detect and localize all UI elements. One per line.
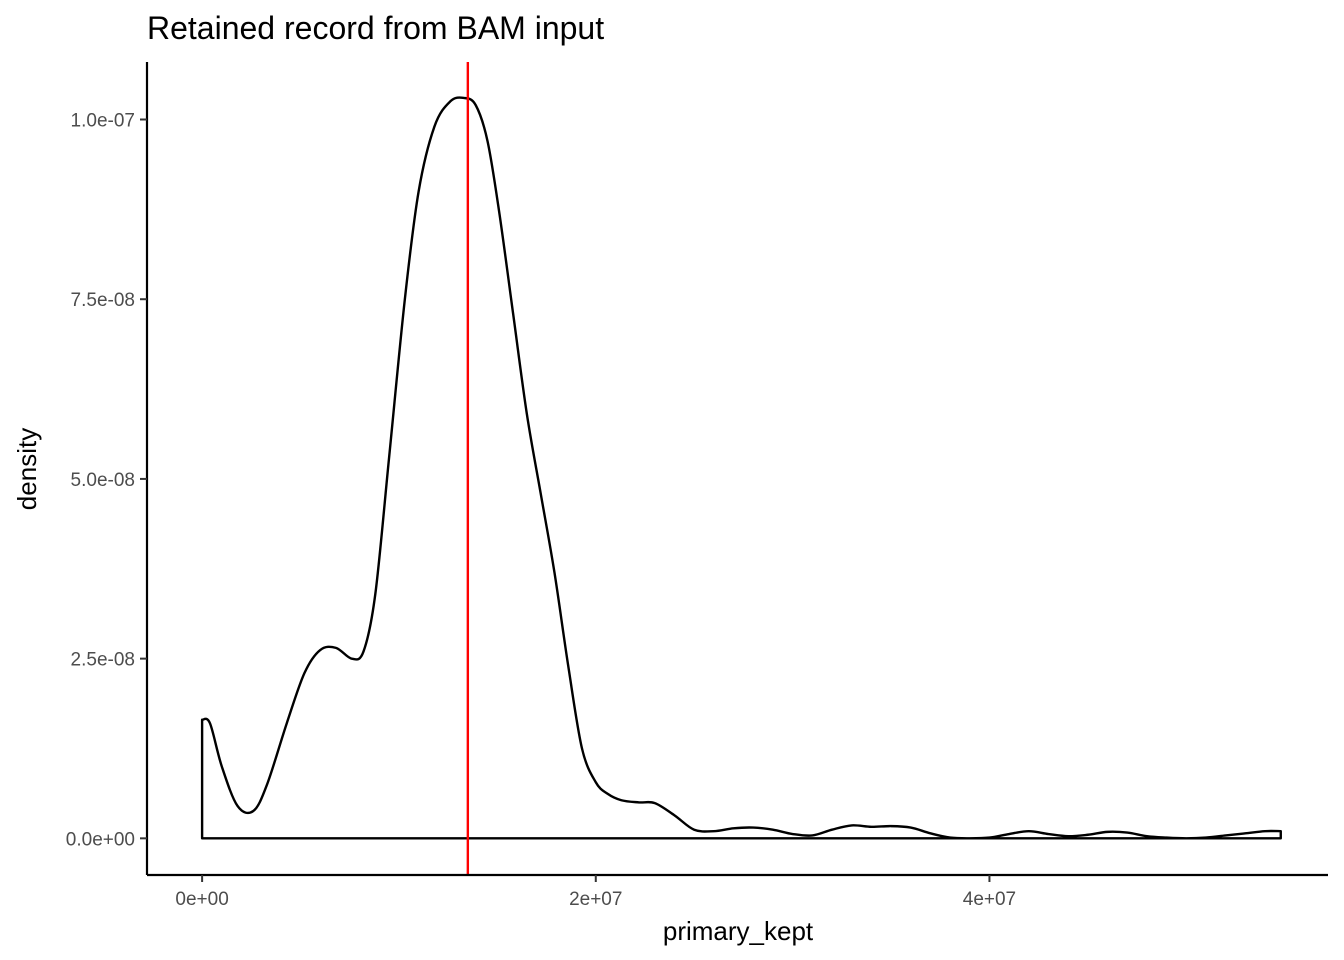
y-tick-label: 7.5e-08 (71, 290, 135, 311)
y-tick-label: 2.5e-08 (71, 650, 135, 671)
y-tick-label: 5.0e-08 (71, 470, 135, 491)
density-curve (200, 96, 1282, 840)
y-axis-ticks: 0.0e+00 2.5e-08 5.0e-08 7.5e-08 1.0e-07 (66, 111, 147, 850)
y-axis-title: density (12, 428, 42, 510)
x-axis-ticks: 0e+00 2e+07 4e+07 (175, 875, 1016, 910)
x-tick-label: 2e+07 (569, 889, 622, 910)
x-tick-label: 0e+00 (175, 889, 228, 910)
chart-title: Retained record from BAM input (147, 10, 604, 46)
y-tick-label: 0.0e+00 (66, 829, 135, 850)
y-tick-label: 1.0e-07 (71, 111, 135, 132)
x-axis-title: primary_kept (663, 916, 814, 946)
x-tick-label: 4e+07 (963, 889, 1016, 910)
plot-area (200, 62, 1282, 875)
